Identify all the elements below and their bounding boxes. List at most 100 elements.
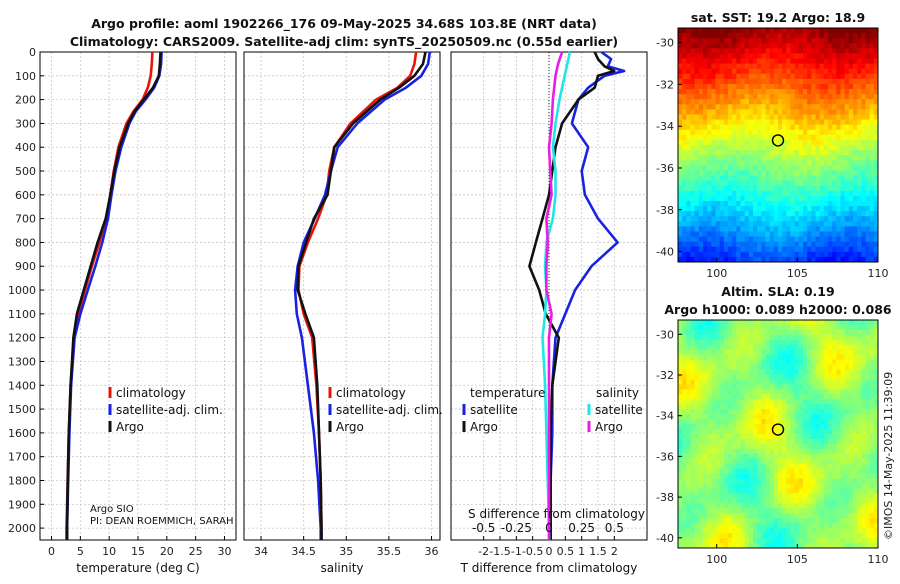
x-tick-label: 36 <box>424 545 438 558</box>
x-tick-label: 1 <box>578 545 585 558</box>
y-tick-label: 1200 <box>8 332 36 345</box>
y-tick-label: 1400 <box>8 379 36 392</box>
map-frame <box>677 319 879 549</box>
credit-pi: PI: DEAN ROEMMICH, SARAH <box>90 516 234 527</box>
legend-panel-2: climatology satellite-adj. clim. Argo <box>328 386 443 434</box>
lat-tick-label: -40 <box>656 246 674 259</box>
x-tick-label: 2 <box>611 545 618 558</box>
y-tick-label: 700 <box>15 213 36 226</box>
series-line-2 <box>528 51 616 540</box>
lon-tick-label: 110 <box>868 267 889 280</box>
series-line-3 <box>296 51 427 540</box>
x-tick-label: 5 <box>77 545 84 558</box>
x-tick-label: -0.5 <box>522 545 543 558</box>
lon-tick-label: 105 <box>787 267 808 280</box>
legend-argo-label: Argo <box>116 420 144 434</box>
map-frame <box>677 27 879 263</box>
x-tick-label: 15 <box>131 545 145 558</box>
figure-title-line1: Argo profile: aoml 1902266_176 09-May-20… <box>91 16 597 32</box>
lon-tick-label: 100 <box>706 267 727 280</box>
sla-map-title1: Altim. SLA: 0.19 <box>721 284 834 299</box>
x-axis-label: temperature (deg C) <box>76 561 199 575</box>
legend-temp-argo-label: Argo <box>470 420 498 434</box>
sal-tick-label: 0.25 <box>568 521 595 535</box>
y-tick-label: 1800 <box>8 474 36 487</box>
y-tick-label: 1600 <box>8 427 36 440</box>
lat-tick-label: -38 <box>656 491 674 504</box>
y-tick-label: 2000 <box>8 522 36 535</box>
y-tick-label: 800 <box>15 236 36 249</box>
x-tick-label: 1.5 <box>589 545 607 558</box>
panel-frame <box>243 51 441 541</box>
legend-panel-3: temperature salinity satellite Argo satellit… <box>462 386 643 434</box>
legend-temp-satellite-label: satellite <box>470 403 518 417</box>
series-line-4 <box>545 51 564 540</box>
profile-panel-3: -2 -1.5 -1 -0.5 0 0.5 1 1.5 2T difference from c… <box>450 50 648 575</box>
legend-climatology-label: climatology <box>116 386 186 400</box>
y-tick-label: 0 <box>29 46 36 59</box>
x-tick-label: 35 <box>339 545 353 558</box>
x-tick-label: 20 <box>160 545 174 558</box>
y-tick-label: 1000 <box>8 284 36 297</box>
legend-climatology-label: climatology <box>336 386 406 400</box>
sla-map: -30 -32 -34 -36 -38 -40 100 105 110 <box>656 319 889 566</box>
x-tick-label: 34 <box>254 545 268 558</box>
float-position-marker <box>771 134 785 147</box>
figure-title-line2: Climatology: CARS2009. Satellite-adj cli… <box>70 34 618 50</box>
legend-sal-satellite-label: satellite <box>595 403 643 417</box>
x-tick-label: 0 <box>48 545 55 558</box>
x-tick-label: 34.5 <box>291 545 316 558</box>
lat-tick-label: -40 <box>656 532 674 545</box>
y-tick-label: 200 <box>15 94 36 107</box>
lat-tick-label: -32 <box>656 78 674 91</box>
y-tick-label: 400 <box>15 141 36 154</box>
y-tick-label: 1700 <box>8 451 36 464</box>
sal-tick-label: -0.5 <box>472 521 495 535</box>
float-position-marker <box>771 423 785 436</box>
x-tick-label: 25 <box>189 545 203 558</box>
legend-temperature-title: temperature <box>470 386 545 400</box>
sal-tick-label: 0 <box>545 521 553 535</box>
sal-tick-label: 0.5 <box>605 521 624 535</box>
legend-panel-1: climatology satellite-adj. clim. Argo <box>108 386 223 434</box>
lon-tick-label: 110 <box>868 553 889 566</box>
lat-tick-label: -36 <box>656 162 674 175</box>
legend-satellite-adj-label: satellite-adj. clim. <box>336 403 443 417</box>
x-axis-label: T difference from climatology <box>460 561 638 575</box>
y-tick-label: 300 <box>15 117 36 130</box>
sst-map: -30 -32 -34 -36 -38 -40 100 105 110 <box>656 27 889 280</box>
lat-tick-label: -36 <box>656 450 674 463</box>
x-tick-label: 35.5 <box>377 545 402 558</box>
x-tick-label: 10 <box>102 545 116 558</box>
profile-panel-2: 34 34.5 35 35.5 36 salinity <box>243 51 441 575</box>
imos-timestamp: ©IMOS 14-May-2025 11:39:09 <box>882 372 895 540</box>
y-tick-label: 600 <box>15 189 36 202</box>
profile-panel-1: 0 5 10 15 20 25 30 temperature (deg C) 0 100 200 30… <box>8 46 237 575</box>
y-tick-label: 500 <box>15 165 36 178</box>
lat-tick-label: -34 <box>656 120 674 133</box>
credit-institution: Argo SIO <box>90 504 134 515</box>
lat-tick-label: -34 <box>656 410 674 423</box>
y-tick-label: 100 <box>15 70 36 83</box>
y-tick-label: 1900 <box>8 498 36 511</box>
x-tick-label: 0 <box>546 545 553 558</box>
sst-map-title: sat. SST: 19.2 Argo: 18.9 <box>691 10 865 25</box>
lat-tick-label: -38 <box>656 204 674 217</box>
x-tick-label: 30 <box>217 545 231 558</box>
lat-tick-label: -30 <box>656 328 674 341</box>
legend-sal-argo-label: Argo <box>595 420 623 434</box>
x-tick-label: -1.5 <box>489 545 510 558</box>
sla-map-title2: Argo h1000: 0.089 h2000: 0.086 <box>664 302 892 317</box>
sal-tick-label: -0.25 <box>501 521 532 535</box>
y-tick-label: 900 <box>15 260 36 273</box>
lon-tick-label: 100 <box>706 553 727 566</box>
legend-satellite-adj-label: satellite-adj. clim. <box>116 403 223 417</box>
sal-axis-label: S difference from climatology <box>468 507 645 521</box>
y-tick-label: 1100 <box>8 308 36 321</box>
lat-tick-label: -30 <box>656 37 674 50</box>
legend-salinity-title: salinity <box>596 386 639 400</box>
y-tick-label: 1300 <box>8 355 36 368</box>
series-line-2 <box>293 51 432 540</box>
